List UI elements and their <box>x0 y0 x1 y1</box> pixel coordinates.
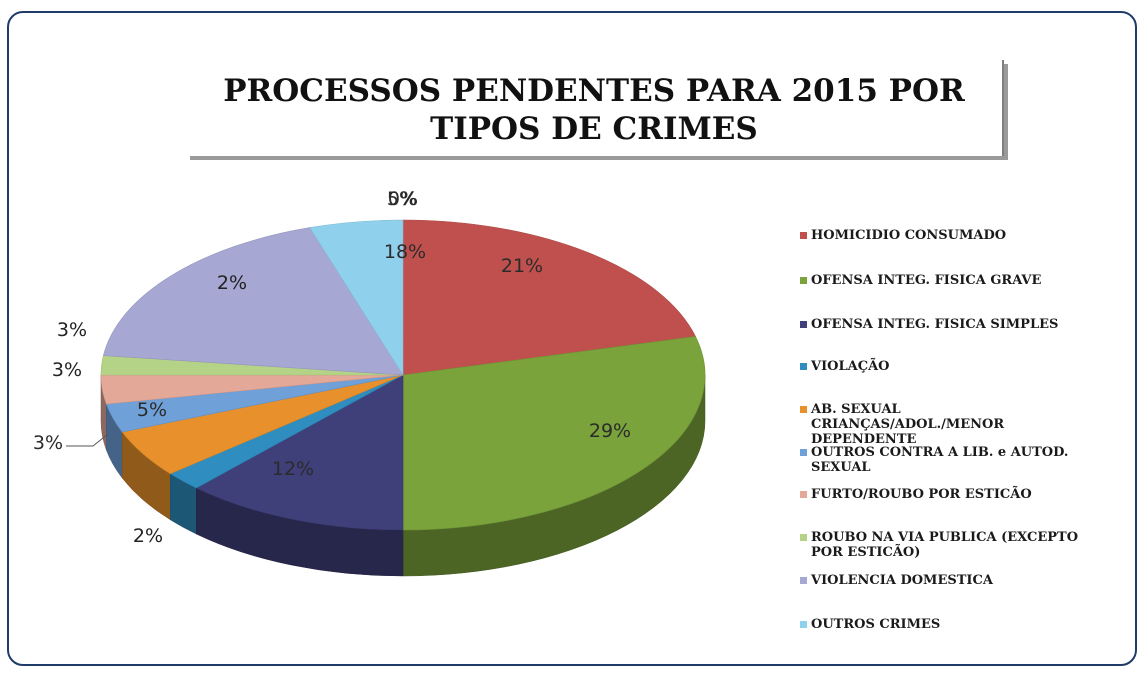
legend-item: OUTROS CONTRA A LIB. e AUTOD. SEXUAL <box>800 445 1111 475</box>
legend-label: AB. SEXUAL CRIANÇAS/ADOL./MENOR DEPENDEN… <box>811 402 1005 447</box>
legend-item: VIOLENCIA DOMESTICA <box>800 573 1111 588</box>
data-label: 3% <box>57 319 87 341</box>
legend-swatch <box>800 406 807 413</box>
pie-slice <box>195 374 404 531</box>
legend-item: VIOLAÇÃO <box>800 359 1111 374</box>
chart-title-box: PROCESSOS PENDENTES PARA 2015 POR TIPOS … <box>186 60 1004 156</box>
legend-item: HOMICIDIO CONSUMADO <box>800 228 1111 243</box>
legend-swatch <box>800 277 807 284</box>
legend-swatch <box>800 621 807 628</box>
data-label: 12% <box>272 458 314 480</box>
legend-label: VIOLAÇÃO <box>811 359 890 374</box>
legend-swatch <box>800 232 807 239</box>
legend-swatch <box>800 534 807 541</box>
legend-item: FURTO/ROUBO POR ESTICÃO <box>800 487 1111 502</box>
legend-label: FURTO/ROUBO POR ESTICÃO <box>811 487 1032 502</box>
data-label: 2% <box>217 272 247 294</box>
legend-label: VIOLENCIA DOMESTICA <box>811 573 993 588</box>
legend-label: OUTROS CONTRA A LIB. e AUTOD. SEXUAL <box>811 445 1069 475</box>
legend-swatch <box>800 449 807 456</box>
legend-item: OFENSA INTEG. FISICA GRAVE <box>800 273 1111 288</box>
pie-slice <box>402 219 696 376</box>
leader-line <box>66 433 109 447</box>
legend-item: OFENSA INTEG. FISICA SIMPLES <box>800 317 1111 332</box>
data-label: 5% <box>137 399 167 421</box>
legend-item: ROUBO NA VIA PUBLICA (EXCEPTO POR ESTICÃ… <box>800 530 1111 560</box>
legend-swatch <box>800 321 807 328</box>
data-label: 18% <box>384 241 426 263</box>
data-label: 5% <box>387 188 417 210</box>
pie-slice <box>402 336 706 531</box>
legend-label: HOMICIDIO CONSUMADO <box>811 228 1007 243</box>
legend-label: OUTROS CRIMES <box>811 617 941 632</box>
data-label: 29% <box>589 420 631 442</box>
pie-slice <box>309 219 404 377</box>
chart-title: PROCESSOS PENDENTES PARA 2015 POR TIPOS … <box>223 73 965 147</box>
data-label-extra: 0% <box>388 188 418 210</box>
legend-item: OUTROS CRIMES <box>800 617 1111 632</box>
legend-swatch <box>800 363 807 370</box>
legend-label: OFENSA INTEG. FISICA GRAVE <box>811 273 1042 288</box>
legend-label: ROUBO NA VIA PUBLICA (EXCEPTO POR ESTICÃ… <box>811 530 1079 560</box>
legend-label: OFENSA INTEG. FISICA SIMPLES <box>811 317 1059 332</box>
pie-slice <box>103 227 404 376</box>
data-label: 2% <box>133 525 163 547</box>
legend-swatch <box>800 577 807 584</box>
data-label: 21% <box>501 255 543 277</box>
data-label-left: 3% <box>33 432 63 454</box>
data-label: 3% <box>52 359 82 381</box>
legend-swatch <box>800 491 807 498</box>
legend-item: AB. SEXUAL CRIANÇAS/ADOL./MENOR DEPENDEN… <box>800 402 1081 447</box>
